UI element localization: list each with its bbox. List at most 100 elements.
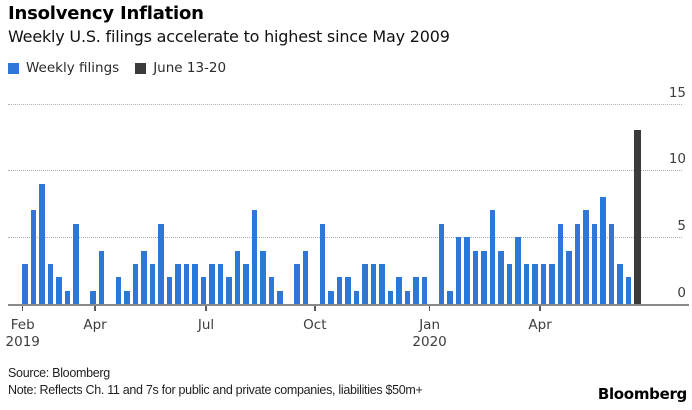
weekly-filings-bar (345, 277, 351, 304)
x-axis-tick (428, 306, 431, 311)
y-axis-label-5: 5 (677, 218, 686, 235)
weekly-filings-bar (625, 277, 632, 304)
weekly-filings-bar (39, 183, 45, 304)
x-axis-label: Jan 2020 (400, 317, 460, 351)
weekly-filings-bar (404, 290, 411, 304)
weekly-filings-bar (115, 277, 122, 304)
weekly-filings-bar (362, 263, 368, 304)
weekly-filings-bar (124, 290, 130, 304)
weekly-filings-bar (132, 263, 139, 304)
x-axis-label: Oct (285, 317, 345, 334)
bloomberg-logo: Bloomberg (597, 385, 687, 403)
weekly-filings-bar (64, 290, 71, 304)
weekly-filings-swatch-icon (8, 62, 19, 74)
weekly-filings-bar (379, 263, 385, 304)
gridline-15 (8, 103, 682, 105)
x-axis-label-month: Apr (83, 317, 107, 333)
june-13-20-bar (633, 130, 641, 304)
weekly-filings-bar (90, 290, 96, 304)
weekly-filings-bar (166, 277, 173, 304)
y-axis-label-0: 0 (677, 285, 686, 301)
x-axis-tick (21, 306, 24, 311)
x-axis-label-month: Jan (419, 317, 440, 333)
weekly-filings-bar (472, 250, 479, 304)
note-text: Note: Reflects Ch. 11 and 7s for public … (8, 383, 423, 397)
weekly-filings-bar (141, 250, 147, 304)
weekly-filings-bar (260, 250, 266, 304)
weekly-filings-bar (608, 223, 615, 304)
weekly-filings-bar (175, 263, 181, 304)
weekly-filings-bar (396, 277, 402, 304)
legend-label: June 13-20 (153, 60, 227, 76)
weekly-filings-bar (387, 290, 394, 304)
weekly-filings-bar (532, 263, 538, 304)
weekly-filings-bar (557, 223, 564, 304)
x-axis-tick (539, 306, 541, 311)
legend-label: Weekly filings (26, 60, 120, 76)
weekly-filings-bar (294, 263, 300, 304)
weekly-filings-bar (498, 250, 504, 304)
weekly-filings-bar (515, 237, 521, 304)
x-axis-label-month: Apr (528, 317, 552, 333)
weekly-filings-bar (319, 223, 326, 304)
x-axis-label: Feb 2019 (0, 317, 53, 351)
x-axis-label-year: 2020 (412, 334, 447, 350)
x-axis-label-month: Feb (10, 317, 35, 333)
weekly-filings-bar (98, 250, 105, 304)
x-axis-label-year: 2019 (5, 334, 40, 350)
weekly-filings-bar (328, 290, 334, 304)
x-axis-tick (205, 306, 207, 311)
x-axis-label: Apr (65, 317, 125, 334)
weekly-filings-bar (523, 263, 530, 304)
june-13-20-swatch-icon (135, 62, 147, 74)
weekly-filings-bar (47, 263, 54, 304)
weekly-filings-bar (413, 277, 419, 304)
weekly-filings-bar (277, 290, 283, 304)
weekly-filings-bar (421, 277, 428, 304)
legend-item-weekly-filings: Weekly filings (8, 60, 119, 76)
weekly-filings-bar (302, 250, 309, 304)
weekly-filings-bar (234, 250, 241, 304)
weekly-filings-bar (481, 250, 487, 304)
x-axis-label-month: Jul (197, 317, 215, 333)
weekly-filings-bar (192, 263, 198, 304)
weekly-filings-bar (30, 210, 37, 304)
weekly-filings-bar (149, 263, 156, 304)
x-axis-tick (314, 306, 316, 311)
page-title: Insolvency Inflation (8, 3, 204, 24)
gridline-5 (8, 237, 682, 239)
weekly-filings-bar (600, 197, 606, 304)
weekly-filings-bar (251, 210, 258, 304)
x-axis-tick (94, 306, 96, 311)
legend: Weekly filings June 13-20 (8, 60, 226, 76)
gridline-10 (8, 170, 682, 172)
x-axis-label: Jul (176, 317, 236, 334)
weekly-filings-bar (464, 237, 470, 304)
weekly-filings-bar (591, 223, 598, 304)
legend-item-june-13-20: June 13-20 (135, 60, 226, 76)
weekly-filings-bar (183, 263, 190, 304)
weekly-filings-bar (209, 263, 215, 304)
weekly-filings-bar (268, 277, 275, 304)
x-axis-label: Apr (510, 317, 570, 334)
weekly-filings-bar (438, 223, 445, 304)
weekly-filings-bar (217, 263, 224, 304)
weekly-filings-bar (489, 210, 496, 304)
weekly-filings-bar (583, 210, 589, 304)
weekly-filings-bar (506, 263, 513, 304)
y-axis-label-15: 15 (668, 84, 686, 101)
y-axis-label-10: 10 (668, 151, 686, 168)
weekly-filings-bar (549, 263, 555, 304)
page-subtitle: Weekly U.S. filings accelerate to highes… (8, 27, 450, 46)
weekly-filings-bar (56, 277, 62, 304)
weekly-filings-bar (566, 250, 572, 304)
weekly-filings-bar (336, 277, 343, 304)
weekly-filings-bar (158, 223, 164, 304)
weekly-filings-bar (447, 290, 453, 304)
weekly-filings-bar (200, 277, 207, 304)
weekly-filings-bar (370, 263, 377, 304)
x-axis-line (8, 304, 689, 306)
weekly-filings-bar (226, 277, 232, 304)
